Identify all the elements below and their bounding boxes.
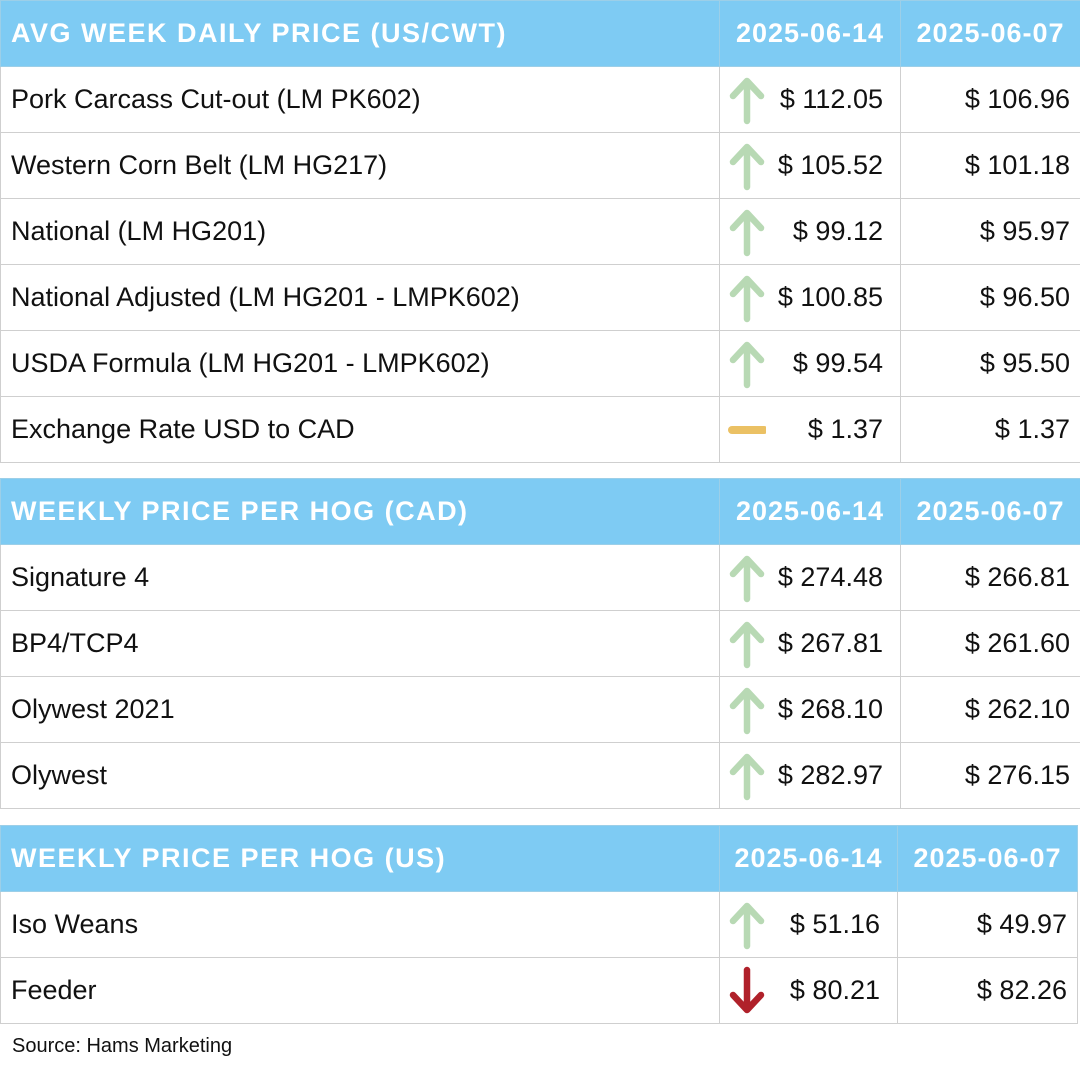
previous-price: $ 106.96 [900,66,1080,133]
table-row: BP4/TCP4 $ 267.81 $ 261.60 [0,610,1080,677]
current-price: $ 51.16 [789,909,880,939]
current-date-header: 2025-06-14 [719,0,901,67]
previous-price: $ 82.26 [897,957,1078,1024]
current-price: $ 99.12 [792,216,883,246]
previous-date-header: 2025-06-07 [900,0,1080,67]
row-label: National Adjusted (LM HG201 - LMPK602) [0,264,720,331]
current-price: $ 267.81 [777,628,883,658]
arrow-up-icon [728,75,766,125]
table-row: National (LM HG201) $ 99.12 $ 95.97 [0,198,1080,265]
table-body: Signature 4 $ 274.48 $ 266.81 BP4/TCP4 $ 267… [0,544,1080,809]
row-label: Feeder [0,957,720,1024]
table-body: Iso Weans $ 51.16 $ 49.97 Feeder $ 80.21 $ 82… [0,891,1078,1024]
current-price: $ 100.85 [777,282,883,312]
current-price-cell: $ 51.16 [719,891,898,958]
previous-date-header: 2025-06-07 [897,825,1078,892]
current-price: $ 268.10 [777,694,883,724]
current-price: $ 282.97 [777,760,883,790]
current-price-cell: $ 1.37 [719,396,901,463]
current-price-cell: $ 112.05 [719,66,901,133]
table-row: National Adjusted (LM HG201 - LMPK602) $ … [0,264,1080,331]
arrow-up-icon [728,553,766,603]
current-price-cell: $ 100.85 [719,264,901,331]
current-price-cell: $ 267.81 [719,610,901,677]
current-price: $ 1.37 [807,414,883,444]
current-date-header: 2025-06-14 [719,825,898,892]
current-price-cell: $ 105.52 [719,132,901,199]
row-label: Western Corn Belt (LM HG217) [0,132,720,199]
current-price: $ 80.21 [789,975,880,1005]
current-date-header: 2025-06-14 [719,478,901,545]
table-row: Signature 4 $ 274.48 $ 266.81 [0,544,1080,611]
table-row: Olywest 2021 $ 268.10 $ 262.10 [0,676,1080,743]
arrow-up-icon [728,900,766,950]
arrow-up-icon [728,685,766,735]
previous-price: $ 266.81 [900,544,1080,611]
current-price-cell: $ 80.21 [719,957,898,1024]
current-price: $ 112.05 [779,84,883,114]
previous-price: $ 95.50 [900,330,1080,397]
table-row: Pork Carcass Cut-out (LM PK602) $ 112.05 $… [0,66,1080,133]
table-header: AVG WEEK DAILY PRICE (US/CWT) 2025-06-14… [0,0,1080,67]
current-price-cell: $ 268.10 [719,676,901,743]
row-label: Olywest [0,742,720,809]
row-label: Pork Carcass Cut-out (LM PK602) [0,66,720,133]
previous-price: $ 262.10 [900,676,1080,743]
current-price-cell: $ 99.12 [719,198,901,265]
table-header: WEEKLY PRICE PER HOG (CAD) 2025-06-14 20… [0,478,1080,545]
table-row: Western Corn Belt (LM HG217) $ 105.52 $ 10… [0,132,1080,199]
previous-price: $ 96.50 [900,264,1080,331]
row-label: USDA Formula (LM HG201 - LMPK602) [0,330,720,397]
previous-price: $ 95.97 [900,198,1080,265]
previous-price: $ 1.37 [900,396,1080,463]
arrow-up-icon [728,141,766,191]
table-row: Feeder $ 80.21 $ 82.26 [0,957,1078,1024]
previous-price: $ 276.15 [900,742,1080,809]
table-title: AVG WEEK DAILY PRICE (US/CWT) [0,0,720,67]
current-price-cell: $ 99.54 [719,330,901,397]
row-label: Iso Weans [0,891,720,958]
previous-price: $ 49.97 [897,891,1078,958]
current-price-cell: $ 274.48 [719,544,901,611]
current-price: $ 274.48 [777,562,883,592]
row-label: Signature 4 [0,544,720,611]
table-row: Exchange Rate USD to CAD $ 1.37 $ 1.37 [0,396,1080,463]
row-label: Exchange Rate USD to CAD [0,396,720,463]
table-title: WEEKLY PRICE PER HOG (US) [0,825,720,892]
row-label: National (LM HG201) [0,198,720,265]
table-title: WEEKLY PRICE PER HOG (CAD) [0,478,720,545]
table-header: WEEKLY PRICE PER HOG (US) 2025-06-14 202… [0,825,1078,892]
table-row: USDA Formula (LM HG201 - LMPK602) $ 99.54… [0,330,1080,397]
arrow-up-icon [728,207,766,257]
avg-week-daily-price-table: AVG WEEK DAILY PRICE (US/CWT) 2025-06-14… [0,0,1080,463]
table-row: Iso Weans $ 51.16 $ 49.97 [0,891,1078,958]
current-price: $ 99.54 [792,348,883,378]
arrow-down-icon [728,966,766,1016]
arrow-up-icon [728,751,766,801]
arrow-up-icon [728,619,766,669]
current-price-cell: $ 282.97 [719,742,901,809]
weekly-price-per-hog-cad-table: WEEKLY PRICE PER HOG (CAD) 2025-06-14 20… [0,478,1080,809]
flat-dash-icon [728,405,766,455]
arrow-up-icon [728,339,766,389]
source-caption: Source: Hams Marketing [12,1035,233,1057]
row-label: BP4/TCP4 [0,610,720,677]
current-price: $ 105.52 [777,150,883,180]
weekly-price-per-hog-us-table: WEEKLY PRICE PER HOG (US) 2025-06-14 202… [0,825,1078,1024]
table-row: Olywest $ 282.97 $ 276.15 [0,742,1080,809]
previous-price: $ 101.18 [900,132,1080,199]
previous-price: $ 261.60 [900,610,1080,677]
previous-date-header: 2025-06-07 [900,478,1080,545]
table-body: Pork Carcass Cut-out (LM PK602) $ 112.05 $… [0,66,1080,463]
row-label: Olywest 2021 [0,676,720,743]
arrow-up-icon [728,273,766,323]
